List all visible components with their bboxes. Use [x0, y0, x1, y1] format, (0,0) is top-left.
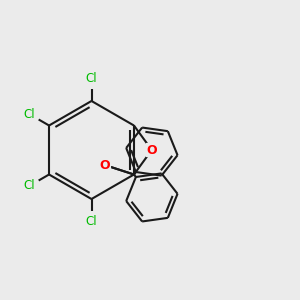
Text: Cl: Cl [86, 72, 97, 85]
Text: O: O [100, 159, 110, 172]
Text: Cl: Cl [23, 179, 35, 192]
Text: O: O [146, 143, 157, 157]
Text: Cl: Cl [86, 215, 97, 228]
Text: Cl: Cl [23, 108, 35, 121]
